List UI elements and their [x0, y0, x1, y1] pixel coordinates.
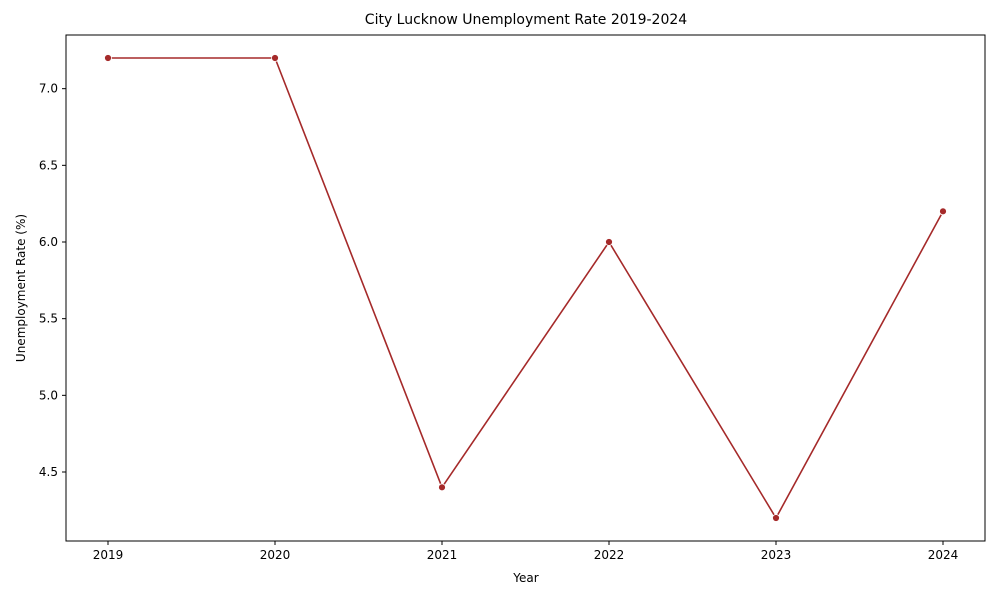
x-tick-label: 2021: [427, 548, 458, 562]
x-tick-label: 2023: [761, 548, 792, 562]
data-point: [438, 483, 446, 492]
y-axis-ticks: 4.5 5.0 5.5 6.0 6.5 7.0: [39, 82, 66, 479]
series-line: [108, 57, 944, 520]
data-point: [939, 207, 947, 216]
x-tick-label: 2019: [93, 548, 124, 562]
data-point: [605, 238, 613, 246]
y-tick-label: 7.0: [39, 82, 58, 96]
y-tick-label: 6.0: [39, 235, 58, 249]
x-axis-label: Year: [512, 571, 538, 585]
x-tick-label: 2024: [928, 548, 959, 562]
x-tick-label: 2020: [260, 548, 291, 562]
chart-title: City Lucknow Unemployment Rate 2019-2024: [365, 12, 687, 28]
y-tick-label: 6.5: [39, 158, 58, 172]
y-axis-label: Unemployment Rate (%): [14, 214, 28, 362]
y-tick-label: 5.5: [39, 312, 58, 326]
plot-area-frame: [65, 34, 986, 542]
x-tick-label: 2022: [594, 548, 625, 562]
data-point: [772, 514, 780, 522]
y-tick-label: 5.0: [39, 388, 58, 402]
y-tick-label: 4.5: [39, 465, 58, 479]
data-point: [104, 54, 112, 62]
x-axis-ticks: 2019 2020 2021 2022 2023 2024: [93, 541, 959, 562]
data-point: [271, 54, 279, 62]
series-layer: [104, 54, 947, 522]
